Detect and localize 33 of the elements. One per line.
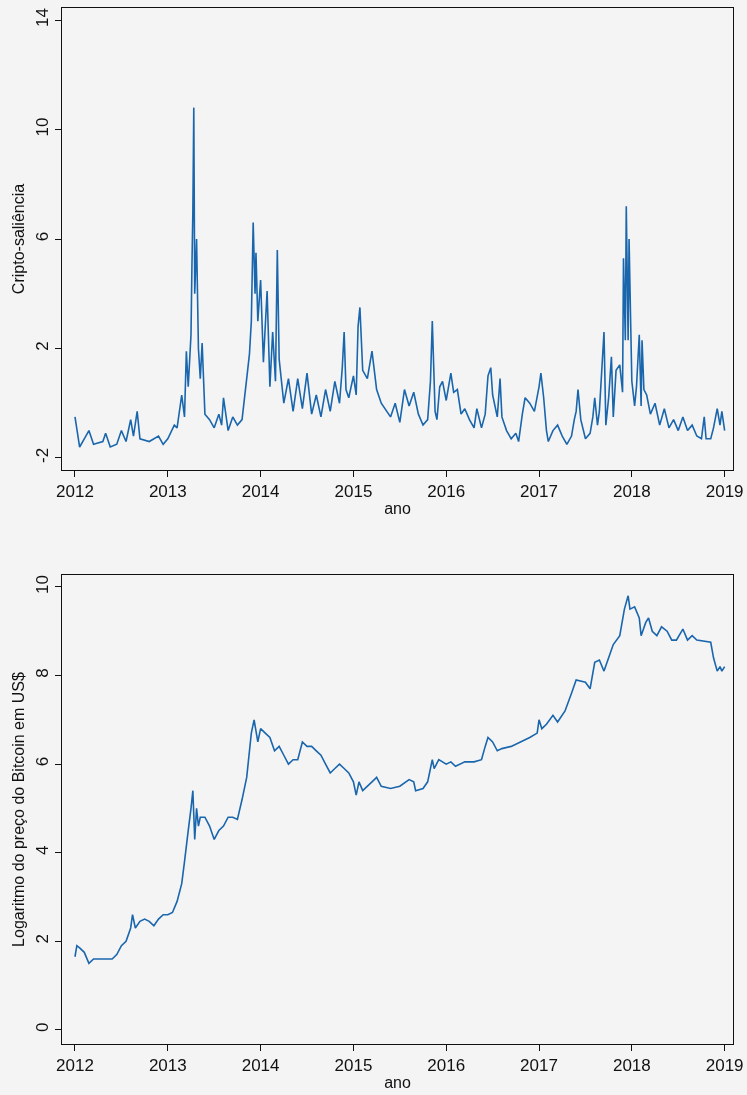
x-axis-title: ano — [384, 500, 411, 518]
x-tick-label: 2016 — [427, 482, 466, 502]
y-tick-label: 8 — [33, 668, 53, 678]
y-tick-label: 6 — [33, 756, 53, 767]
y-tick-label: 14 — [33, 8, 53, 27]
y-tick-label: 2 — [33, 933, 53, 944]
x-tick-label: 2012 — [56, 1056, 94, 1076]
y-tick-label: 0 — [33, 1022, 53, 1033]
y-tick-label: 10 — [33, 574, 53, 594]
x-tick-label: 2012 — [56, 482, 94, 502]
line-series — [74, 106, 726, 448]
x-tick-label: 2018 — [612, 482, 651, 502]
x-tick-label: 2016 — [427, 1056, 466, 1076]
x-axis-title: ano — [384, 1074, 411, 1092]
x-tick-label: 2014 — [241, 482, 280, 502]
x-tick-label: 2015 — [334, 1056, 373, 1076]
x-tick-label: 2013 — [148, 1056, 187, 1076]
x-tick-label: 2014 — [241, 1056, 280, 1076]
line-series — [74, 595, 726, 965]
x-tick-label: 2017 — [520, 482, 558, 502]
y-axis-title: Cripto-saliência — [10, 183, 28, 295]
x-tick-label: 2017 — [520, 1056, 558, 1076]
y-axis-title: Logaritmo do preço do Bitcoin em US$ — [10, 671, 28, 947]
y-tick-label: -2 — [33, 447, 53, 463]
x-tick-label: 2015 — [334, 482, 373, 502]
y-tick-label: 10 — [33, 117, 53, 137]
x-tick-label: 2019 — [705, 1056, 744, 1076]
x-tick-label: 2019 — [705, 482, 744, 502]
x-tick-label: 2013 — [148, 482, 187, 502]
y-tick-label: 4 — [33, 845, 53, 855]
x-tick-label: 2018 — [612, 1056, 651, 1076]
y-tick-label: 6 — [33, 231, 53, 242]
y-tick-label: 2 — [33, 341, 53, 351]
